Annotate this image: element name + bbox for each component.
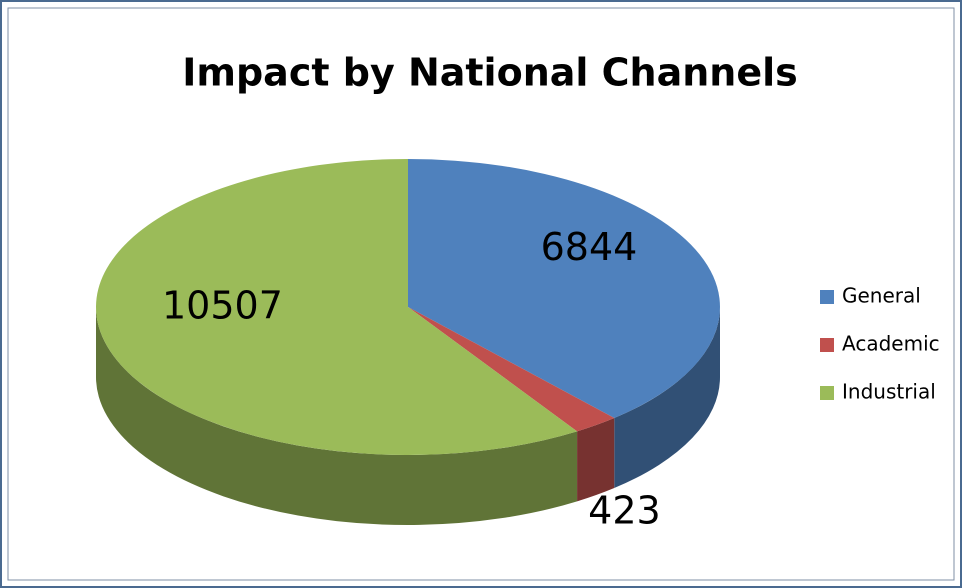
legend-swatch (820, 386, 834, 400)
legend-label: General (842, 284, 921, 308)
legend-swatch (820, 290, 834, 304)
slice (408, 159, 721, 419)
chart-title: Impact by National Channels (182, 51, 798, 95)
slice (96, 159, 578, 455)
slice-side (96, 307, 578, 525)
data-label: 6844 (541, 225, 638, 269)
legend-swatch (820, 338, 834, 352)
legend-label: Industrial (842, 380, 936, 404)
data-label: 423 (588, 488, 661, 532)
slice (408, 307, 615, 432)
legend-label: Academic (842, 332, 940, 356)
data-label: 10507 (162, 283, 283, 327)
slice-side (614, 307, 720, 489)
inner-frame (7, 7, 955, 581)
slice-side (577, 418, 615, 502)
